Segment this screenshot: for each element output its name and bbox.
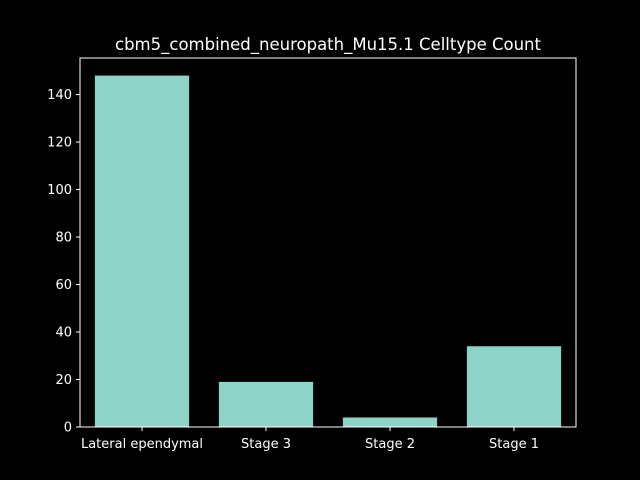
y-tick-label: 120: [47, 136, 72, 151]
bar-3: [466, 346, 562, 427]
y-tick-label: 80: [55, 231, 72, 246]
y-tick-label: 100: [47, 183, 72, 198]
bars-group: [94, 75, 562, 428]
x-tick-label: Lateral ependymal: [81, 437, 203, 452]
y-tick-label: 140: [47, 88, 72, 103]
y-tick-label: 40: [55, 326, 72, 341]
chart-title: cbm5_combined_neuropath_Mu15.1 Celltype …: [115, 35, 541, 55]
x-tick-label: Stage 1: [489, 437, 539, 452]
bar-0: [94, 75, 190, 428]
y-axis: 0 20 40 60 80 100 120 140: [47, 88, 80, 436]
bar-2: [342, 417, 438, 427]
y-tick-label: 0: [64, 421, 72, 436]
y-tick-label: 60: [55, 278, 72, 293]
x-tick-label: Stage 2: [365, 437, 415, 452]
bar-1: [218, 381, 314, 427]
x-axis: Lateral ependymal Stage 3 Stage 2 Stage 1: [81, 427, 539, 452]
plot-frame: [79, 57, 577, 428]
y-tick-label: 20: [55, 373, 72, 388]
x-tick-label: Stage 3: [241, 437, 291, 452]
